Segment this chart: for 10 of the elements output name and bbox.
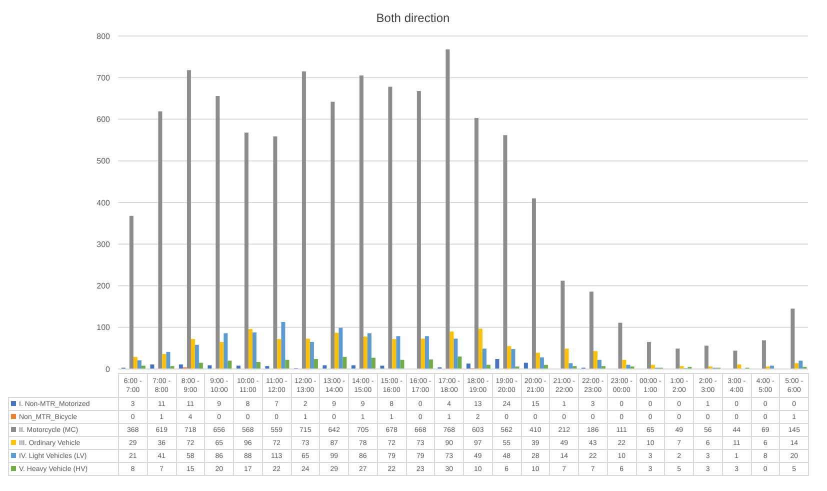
y-tick-label: 200 — [96, 282, 111, 291]
y-tick-label: 100 — [96, 323, 111, 332]
y-tick-label: 0 — [106, 364, 111, 374]
y-tick-label: 400 — [96, 198, 111, 208]
y-tick-label: 500 — [96, 156, 111, 166]
y-tick-label: 600 — [96, 115, 111, 124]
y-tick-label: 700 — [96, 73, 111, 82]
y-tick-label: 300 — [96, 240, 111, 249]
y-tick-label: 800 — [96, 32, 111, 41]
chart-title: Both direction — [375, 10, 451, 27]
